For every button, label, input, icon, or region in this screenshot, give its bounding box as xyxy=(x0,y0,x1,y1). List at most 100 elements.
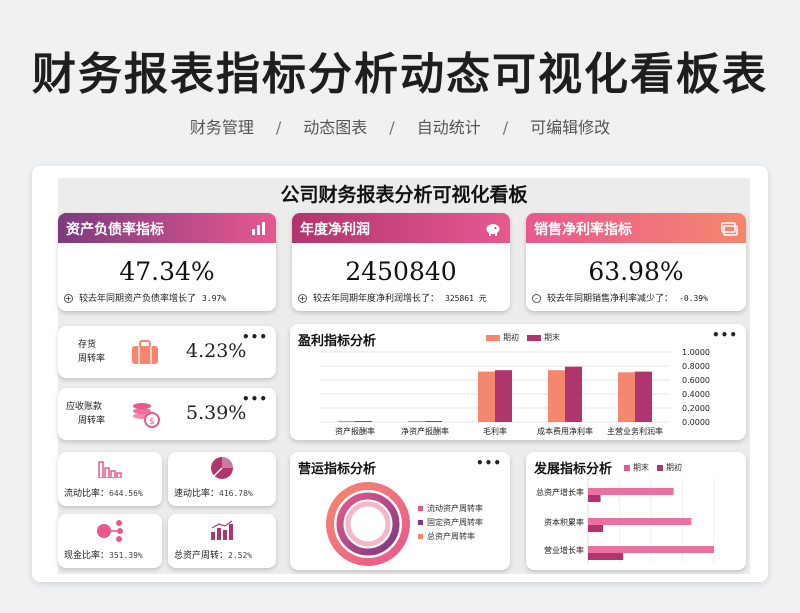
legend-item-closing: 期末 xyxy=(624,462,649,473)
quick-ratio-card: 速动比率：416.78% xyxy=(168,452,276,506)
legend-item-opening: 期初 xyxy=(657,462,682,473)
y-tick-label: 0.8000 xyxy=(682,362,710,371)
bar xyxy=(588,553,624,560)
ratio-label: 速动比率： xyxy=(174,489,220,499)
bar xyxy=(588,525,604,532)
legend-label: 期初 xyxy=(503,333,519,342)
chart-title: 盈利指标分析 xyxy=(298,334,377,349)
x-tick-label: 主营业务利润率 xyxy=(607,426,663,436)
ratio-text: 现金比率：351.39% xyxy=(64,548,143,561)
operations-donut-chart: 流动资产周转率 固定资产周转率 总资产周转率 xyxy=(326,482,483,566)
tag-dynamic-chart: 动态图表 xyxy=(303,118,368,137)
piggy-bank-icon xyxy=(486,224,500,236)
bar xyxy=(495,370,512,422)
kpi-value: 63.98% xyxy=(588,257,684,286)
tag-separator: / xyxy=(389,118,395,137)
turnover-label-line2: 周转率 xyxy=(78,354,106,364)
ratio-label: 流动比率： xyxy=(64,489,110,499)
tag-finance: 财务管理 xyxy=(189,118,254,137)
kpi-header: 年度净利润 xyxy=(292,213,510,243)
bar xyxy=(588,488,674,495)
kpi-change-value: -0.39% xyxy=(679,294,708,303)
ratio-value: 351.39% xyxy=(109,551,143,560)
kpi-header: 销售净利率指标 xyxy=(526,213,746,243)
ratio-value: 2.52% xyxy=(228,551,253,560)
minus-icon: - xyxy=(532,294,541,303)
kpi-header: 资产负债率指标 xyxy=(58,213,276,243)
briefcase-icon xyxy=(132,340,158,364)
plus-icon: + xyxy=(64,294,73,303)
legend-label: 期末 xyxy=(544,333,560,342)
legend-label: 期末 xyxy=(633,463,649,472)
y-tick-label: 0.6000 xyxy=(682,376,710,385)
y-tick-label: 0.0000 xyxy=(682,418,710,427)
bar xyxy=(338,421,355,422)
chart-title: 发展指标分析 xyxy=(534,462,613,477)
kpi-footnote: - 较去年同期销售净利率减少了： -0.39% xyxy=(532,291,742,304)
bar xyxy=(425,421,442,422)
chart-legend: 期末 期初 xyxy=(624,462,682,473)
legend-swatch xyxy=(418,534,423,539)
x-tick-label: 成本费用净利率 xyxy=(537,426,593,436)
kpi-value: 2450840 xyxy=(345,257,457,286)
bar xyxy=(355,421,372,422)
kpi-change-value: 325861 元 xyxy=(445,294,487,303)
y-category-label: 总资产增长率 xyxy=(536,487,584,497)
ratio-text: 速动比率：416.78% xyxy=(174,486,253,499)
money-stack-icon xyxy=(721,222,738,236)
kpi-footnote: + 较去年同期资产负债率增长了 3.97% xyxy=(64,291,272,304)
legend-swatch xyxy=(418,520,423,525)
kpi-change-desc: 较去年同期资产负债率增长了 xyxy=(79,294,197,304)
tag-separator: / xyxy=(502,118,509,137)
bar xyxy=(565,366,582,422)
bar xyxy=(478,371,495,422)
more-options-icon[interactable]: ••• xyxy=(241,392,268,406)
legend-label: 总资产周转率 xyxy=(427,531,475,541)
kpi-title: 销售净利率指标 xyxy=(534,222,632,238)
legend-item-opening: 期初 xyxy=(486,332,519,343)
bar xyxy=(588,495,601,502)
network-icon xyxy=(97,520,123,542)
dashboard-title: 公司财务报表分析可视化看板 xyxy=(280,184,528,206)
receivable-turnover-card: ••• 应收账款 周转率 $ 5.39% xyxy=(58,388,276,440)
current-ratio-card: 流动比率：644.56% xyxy=(58,452,162,506)
growth-chart-icon xyxy=(211,520,233,540)
donut-ring-middle xyxy=(336,492,400,556)
svg-text:$: $ xyxy=(149,417,155,427)
more-options-icon[interactable]: ••• xyxy=(241,330,268,344)
turnover-label: 存货 周转率 xyxy=(78,338,105,366)
operations-chart-card: 营运指标分析 ••• 流动资产周转率 固定资产周转率 总资产周转率 xyxy=(290,452,510,570)
pie-chart-icon xyxy=(211,457,233,479)
y-category-label: 资本积累率 xyxy=(544,517,584,527)
kpi-title: 资产负债率指标 xyxy=(66,222,164,238)
turnover-value: 5.39% xyxy=(186,402,247,424)
cash-ratio-card: 现金比率：351.39% xyxy=(58,514,162,568)
bar-chart-icon xyxy=(98,461,122,478)
bar xyxy=(588,518,692,525)
tag-auto-stats: 自动统计 xyxy=(416,118,481,137)
coins-icon: $ xyxy=(133,403,160,428)
tag-separator: / xyxy=(275,118,282,137)
y-tick-label: 0.4000 xyxy=(682,390,710,399)
more-options-icon[interactable]: ••• xyxy=(711,328,738,342)
kpi-card-debt-ratio: 资产负债率指标 47.34% + 较去年同期资产负债率增长了 3.97% xyxy=(58,213,276,311)
x-tick-label: 毛利率 xyxy=(483,426,507,436)
kpi-card-sales-margin: 销售净利率指标 63.98% - 较去年同期销售净利率减少了： -0.39% xyxy=(526,213,746,311)
bar xyxy=(618,372,635,422)
kpi-footnote: + 较去年同期年度净利润增长了： 325861 元 xyxy=(298,291,506,304)
kpi-change-value: 3.97% xyxy=(202,294,227,303)
plus-icon: + xyxy=(298,294,307,303)
more-options-icon[interactable]: ••• xyxy=(475,456,502,470)
donut-ring-inner xyxy=(345,501,391,547)
kpi-change-desc: 较去年同期销售净利率减少了： xyxy=(547,294,674,304)
donut-ring-outer xyxy=(326,482,410,566)
ratio-value: 416.78% xyxy=(219,489,253,498)
legend-label: 固定资产周转率 xyxy=(427,517,483,527)
bar xyxy=(408,421,425,422)
x-tick-label: 净资产报酬率 xyxy=(401,426,449,436)
ratio-label: 总资产周转： xyxy=(174,551,229,561)
turnover-label-line1: 应收账款 xyxy=(66,402,103,412)
y-category-label: 营业增长率 xyxy=(544,545,584,555)
bar xyxy=(548,370,565,422)
